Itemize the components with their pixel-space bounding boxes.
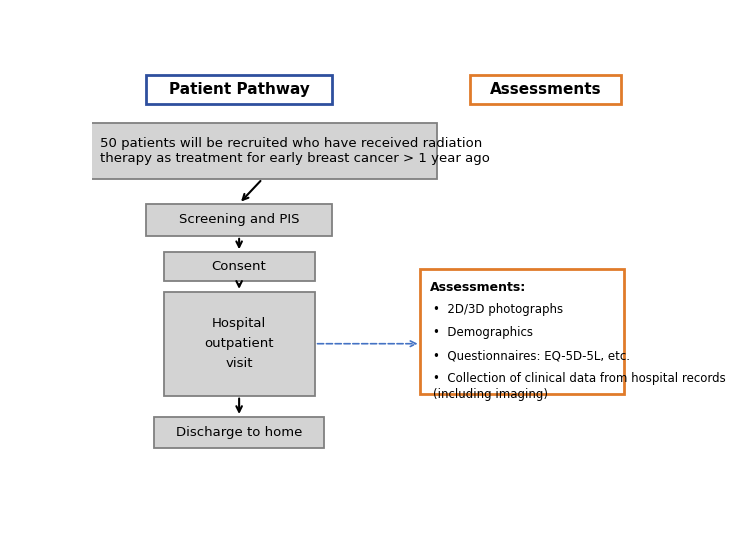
- FancyBboxPatch shape: [88, 124, 437, 179]
- FancyBboxPatch shape: [154, 417, 324, 448]
- Text: Assessments: Assessments: [490, 82, 601, 97]
- FancyBboxPatch shape: [470, 75, 621, 104]
- Text: •  Demographics: • Demographics: [433, 326, 533, 339]
- Text: Patient Pathway: Patient Pathway: [169, 82, 309, 97]
- FancyBboxPatch shape: [164, 292, 315, 396]
- Text: 50 patients will be recruited who have received radiation
therapy as treatment f: 50 patients will be recruited who have r…: [100, 137, 490, 165]
- FancyBboxPatch shape: [164, 252, 315, 281]
- Text: Hospital
outpatient
visit: Hospital outpatient visit: [204, 317, 274, 370]
- FancyBboxPatch shape: [146, 204, 332, 236]
- Text: •  2D/3D photographs: • 2D/3D photographs: [433, 303, 563, 316]
- Text: •  Questionnaires: EQ-5D-5L, etc.: • Questionnaires: EQ-5D-5L, etc.: [433, 349, 630, 362]
- Text: Assessments:: Assessments:: [430, 281, 526, 294]
- FancyBboxPatch shape: [420, 269, 623, 394]
- Text: •  Collection of clinical data from hospital records
(including imaging): • Collection of clinical data from hospi…: [433, 372, 725, 401]
- Text: Consent: Consent: [212, 260, 267, 273]
- Text: Discharge to home: Discharge to home: [176, 426, 302, 439]
- Text: Screening and PIS: Screening and PIS: [179, 213, 299, 226]
- FancyBboxPatch shape: [146, 75, 332, 104]
